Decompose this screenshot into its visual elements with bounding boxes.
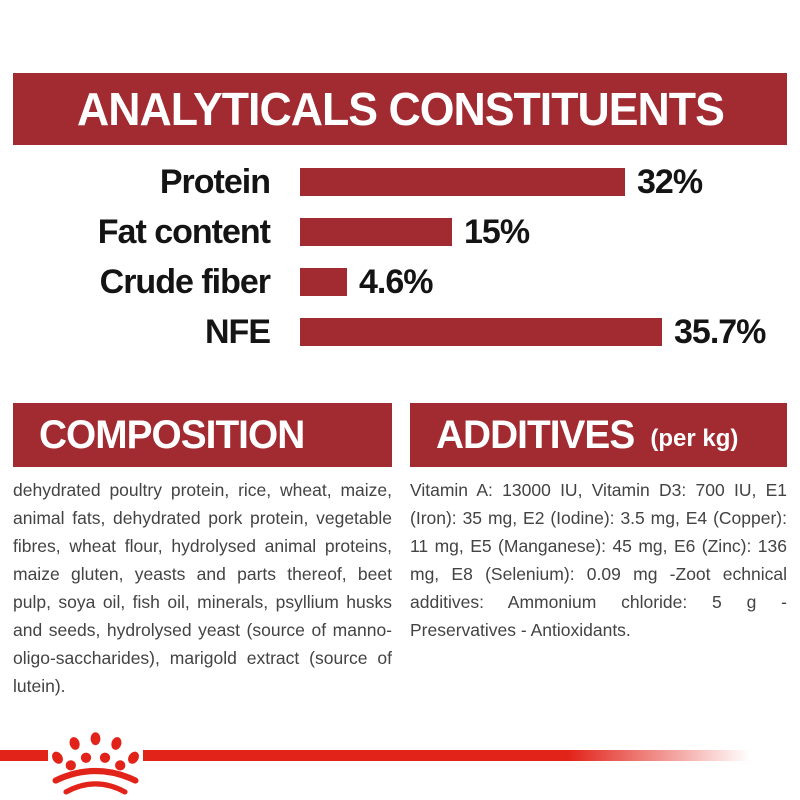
additives-section: ADDITIVES (per kg) Vitamin A: 13000 IU, … <box>410 403 787 644</box>
crown-dots <box>52 732 139 771</box>
chart-category-label: Crude fiber <box>99 262 271 301</box>
analyticals-title: ANALYTICALS CONSTITUENTS <box>76 83 725 135</box>
chart-row-fat-content: Fat content 15% <box>0 213 800 251</box>
chart-bar <box>300 168 625 196</box>
chart-value-label: 4.6% <box>359 262 433 301</box>
chart-value-label: 15% <box>464 212 530 251</box>
chart-value-label: 32% <box>637 162 703 201</box>
chart-category-label: NFE <box>205 312 271 351</box>
chart-value-label: 35.7% <box>674 312 766 351</box>
composition-title: COMPOSITION <box>39 412 305 457</box>
chart-bar <box>300 218 452 246</box>
chart-bar <box>300 268 347 296</box>
chart-category-label: Protein <box>159 162 271 201</box>
chart-row-crude-fiber: Crude fiber 4.6% <box>0 263 800 301</box>
chart-category-label: Fat content <box>97 212 271 251</box>
additives-text: Vitamin A: 13000 IU, Vitamin D3: 700 IU,… <box>410 480 787 640</box>
additives-banner: ADDITIVES (per kg) <box>410 403 787 467</box>
composition-banner: COMPOSITION <box>13 403 392 467</box>
analytical-constituents-chart: Protein 32% Fat content 15% Crude fiber 4.6% N… <box>0 163 800 351</box>
composition-section: COMPOSITION dehydrated poultry protein, … <box>13 403 392 700</box>
chart-bar <box>300 318 662 346</box>
footer-line-right <box>143 750 750 761</box>
chart-row-protein: Protein 32% <box>0 163 800 201</box>
composition-text: dehydrated poultry protein, rice, wheat,… <box>13 480 392 696</box>
analyticals-banner: ANALYTICALS CONSTITUENTS <box>13 73 787 145</box>
chart-row-nfe: NFE 35.7% <box>0 313 800 351</box>
crown-arcs <box>52 767 139 795</box>
additives-title: ADDITIVES <box>436 412 635 457</box>
footer-line-left <box>0 750 48 761</box>
royal-canin-crown-logo <box>52 732 139 795</box>
additives-subtitle: (per kg) <box>650 425 739 452</box>
